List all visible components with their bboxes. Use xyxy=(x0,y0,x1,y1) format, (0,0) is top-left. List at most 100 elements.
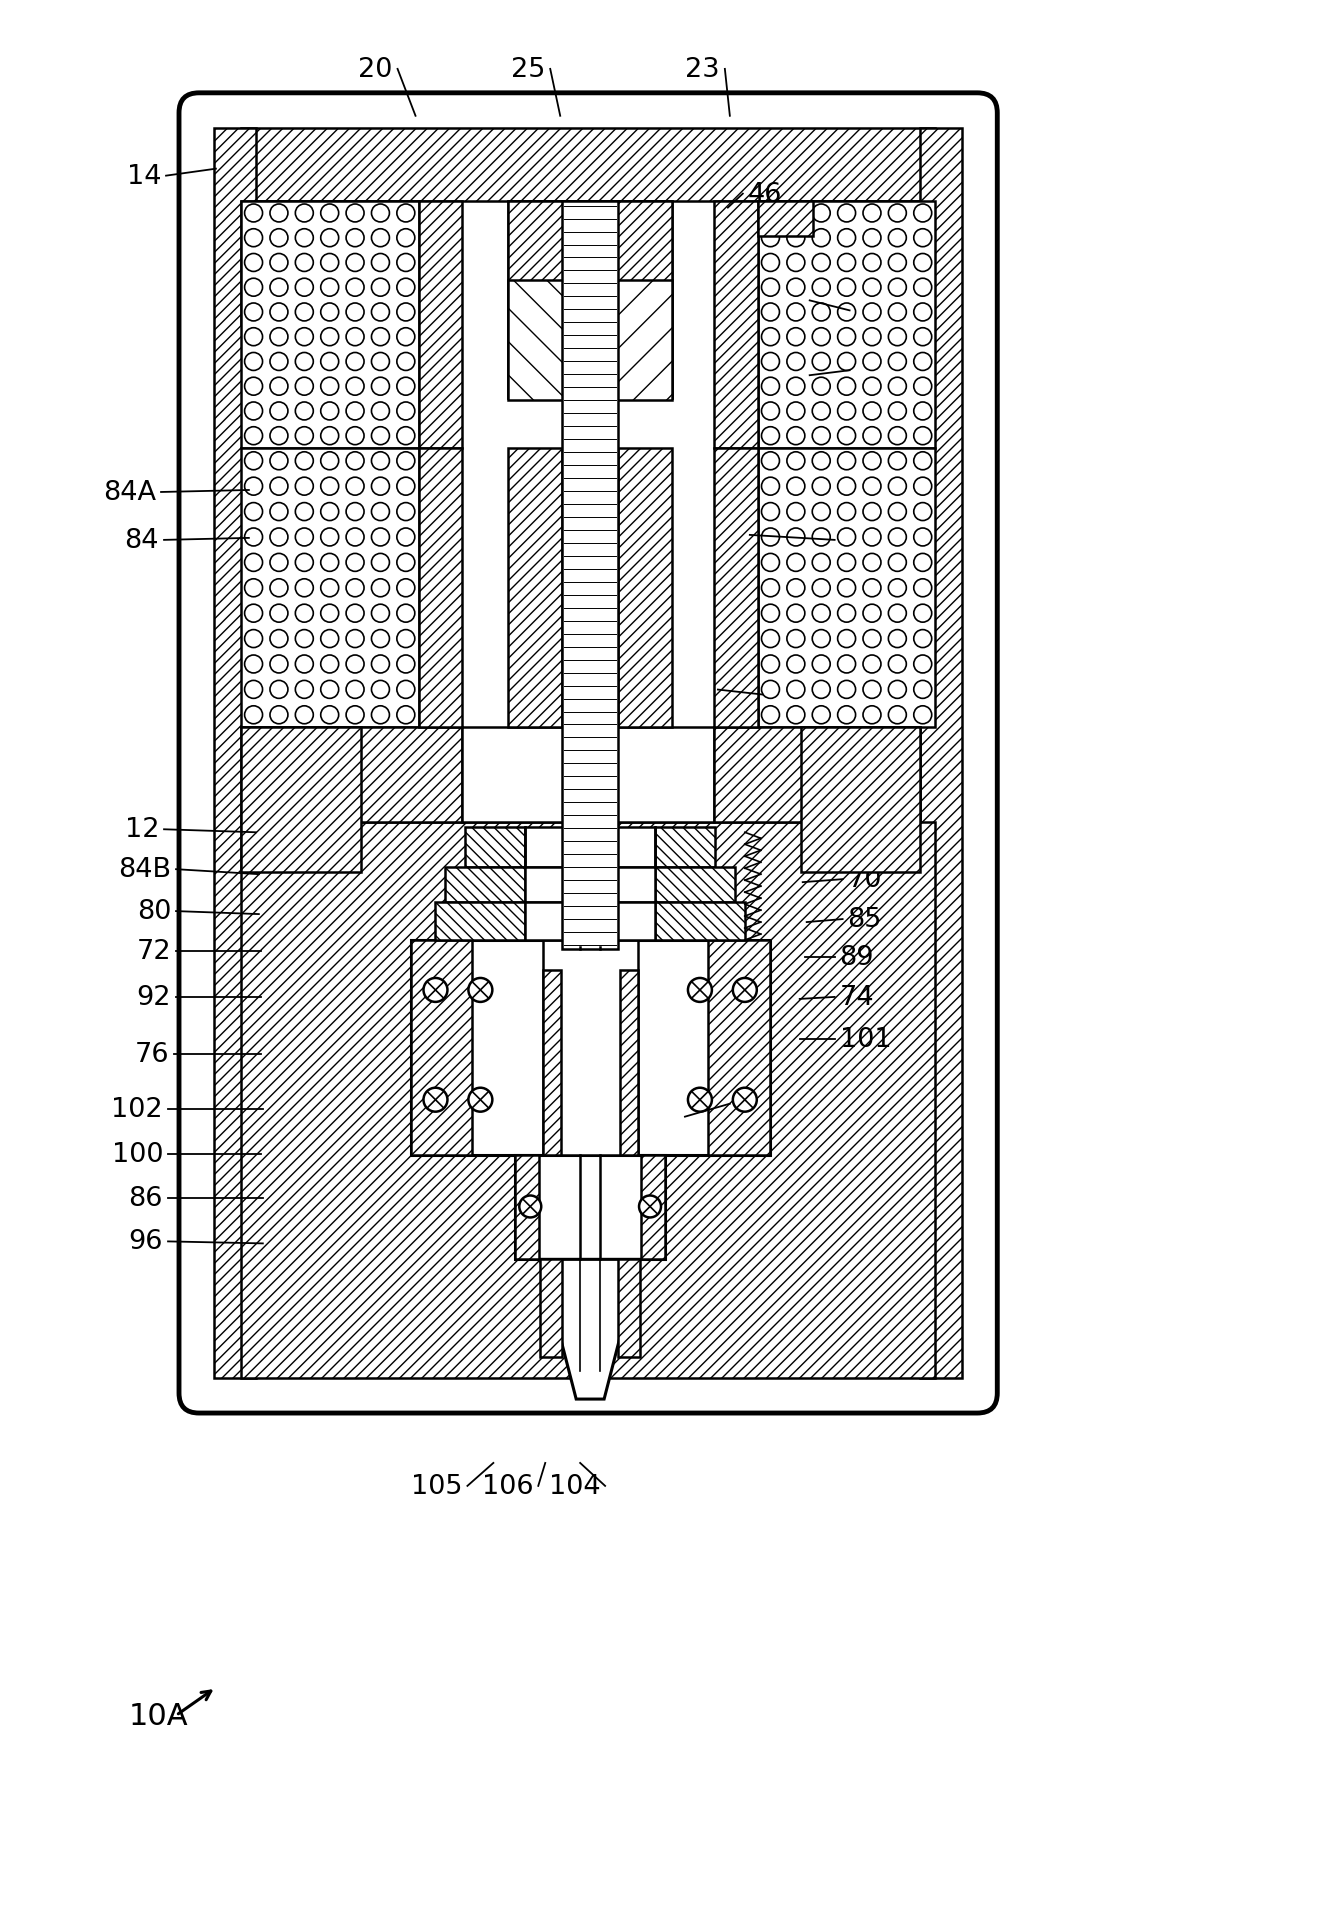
Circle shape xyxy=(914,329,931,346)
Circle shape xyxy=(761,580,780,597)
Circle shape xyxy=(346,329,364,346)
Circle shape xyxy=(244,478,262,496)
Circle shape xyxy=(761,503,780,521)
Circle shape xyxy=(397,528,414,547)
Circle shape xyxy=(244,304,262,322)
Circle shape xyxy=(813,304,830,322)
Circle shape xyxy=(295,555,314,572)
Circle shape xyxy=(813,555,830,572)
Circle shape xyxy=(270,402,288,421)
Circle shape xyxy=(270,555,288,572)
Circle shape xyxy=(244,528,262,547)
Text: 104: 104 xyxy=(549,1474,600,1499)
Circle shape xyxy=(321,706,339,723)
Circle shape xyxy=(914,681,931,699)
Circle shape xyxy=(295,279,314,297)
Circle shape xyxy=(914,503,931,521)
Text: 84: 84 xyxy=(124,528,160,553)
Circle shape xyxy=(346,681,364,699)
Circle shape xyxy=(813,452,830,471)
Circle shape xyxy=(346,605,364,622)
Bar xyxy=(466,829,525,867)
Circle shape xyxy=(244,657,262,674)
Circle shape xyxy=(733,1089,757,1112)
Circle shape xyxy=(863,503,881,521)
Circle shape xyxy=(397,580,414,597)
Circle shape xyxy=(889,605,906,622)
Bar xyxy=(708,940,770,1154)
Bar xyxy=(241,201,418,325)
Circle shape xyxy=(397,279,414,297)
Text: 23: 23 xyxy=(686,57,720,82)
Circle shape xyxy=(397,230,414,247)
Circle shape xyxy=(914,478,931,496)
Circle shape xyxy=(761,657,780,674)
Bar xyxy=(241,727,360,873)
Circle shape xyxy=(397,706,414,723)
Bar xyxy=(418,201,463,450)
Circle shape xyxy=(863,279,881,297)
Bar xyxy=(656,829,715,867)
Text: 100: 100 xyxy=(112,1141,164,1168)
Text: 74: 74 xyxy=(840,984,874,1011)
Circle shape xyxy=(295,329,314,346)
Circle shape xyxy=(270,580,288,597)
Text: 94: 94 xyxy=(735,1091,769,1118)
Bar xyxy=(758,201,813,237)
Circle shape xyxy=(244,230,262,247)
Circle shape xyxy=(813,580,830,597)
Circle shape xyxy=(889,329,906,346)
Circle shape xyxy=(761,354,780,371)
Circle shape xyxy=(397,630,414,649)
Circle shape xyxy=(270,657,288,674)
Circle shape xyxy=(244,205,262,222)
Text: 85: 85 xyxy=(848,907,882,932)
Circle shape xyxy=(863,580,881,597)
Circle shape xyxy=(813,255,830,272)
Circle shape xyxy=(295,427,314,446)
Bar xyxy=(714,201,758,450)
Circle shape xyxy=(423,1089,447,1112)
Circle shape xyxy=(733,978,757,1003)
Circle shape xyxy=(372,657,389,674)
Text: 102: 102 xyxy=(111,1097,164,1122)
Circle shape xyxy=(295,402,314,421)
Text: 106: 106 xyxy=(481,1474,533,1499)
Text: 86: 86 xyxy=(128,1187,164,1212)
Bar xyxy=(758,450,935,727)
Circle shape xyxy=(889,478,906,496)
Circle shape xyxy=(295,379,314,396)
Circle shape xyxy=(244,402,262,421)
Circle shape xyxy=(372,630,389,649)
Circle shape xyxy=(321,279,339,297)
Circle shape xyxy=(321,503,339,521)
Circle shape xyxy=(321,605,339,622)
Circle shape xyxy=(346,580,364,597)
Circle shape xyxy=(787,379,805,396)
Circle shape xyxy=(346,657,364,674)
Bar xyxy=(410,940,770,1154)
Circle shape xyxy=(761,706,780,723)
Circle shape xyxy=(270,681,288,699)
Circle shape xyxy=(813,605,830,622)
Circle shape xyxy=(889,706,906,723)
Circle shape xyxy=(295,230,314,247)
Circle shape xyxy=(838,580,856,597)
Bar xyxy=(435,903,525,940)
Bar xyxy=(656,867,735,903)
Circle shape xyxy=(244,255,262,272)
Circle shape xyxy=(244,580,262,597)
Circle shape xyxy=(838,706,856,723)
Circle shape xyxy=(863,681,881,699)
Circle shape xyxy=(372,230,389,247)
Circle shape xyxy=(863,354,881,371)
Circle shape xyxy=(813,230,830,247)
Circle shape xyxy=(914,706,931,723)
Circle shape xyxy=(346,279,364,297)
Bar xyxy=(214,128,256,1378)
Circle shape xyxy=(761,630,780,649)
Circle shape xyxy=(397,681,414,699)
Circle shape xyxy=(397,402,414,421)
Circle shape xyxy=(346,706,364,723)
Circle shape xyxy=(689,978,712,1003)
